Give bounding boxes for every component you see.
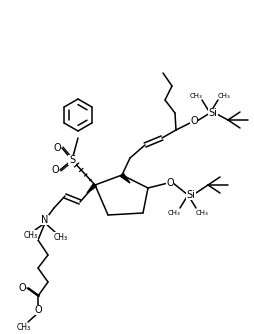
Text: S: S [69, 155, 75, 165]
Text: O: O [190, 116, 198, 126]
Polygon shape [87, 184, 97, 193]
Text: Si: Si [186, 190, 195, 200]
Text: CH₃: CH₃ [168, 210, 180, 216]
Text: O: O [34, 305, 42, 315]
Text: Si: Si [209, 108, 217, 118]
Text: CH₃: CH₃ [17, 323, 31, 332]
Text: O: O [51, 165, 59, 175]
Text: CH₃: CH₃ [24, 230, 38, 239]
Text: N: N [41, 215, 49, 225]
Text: O: O [166, 178, 174, 188]
Text: CH₃: CH₃ [190, 93, 202, 99]
Text: O: O [18, 283, 26, 293]
Text: O: O [53, 143, 61, 153]
Polygon shape [121, 174, 130, 183]
Text: CH₃: CH₃ [218, 93, 230, 99]
Text: CH₃: CH₃ [54, 232, 68, 241]
Text: CH₃: CH₃ [196, 210, 208, 216]
